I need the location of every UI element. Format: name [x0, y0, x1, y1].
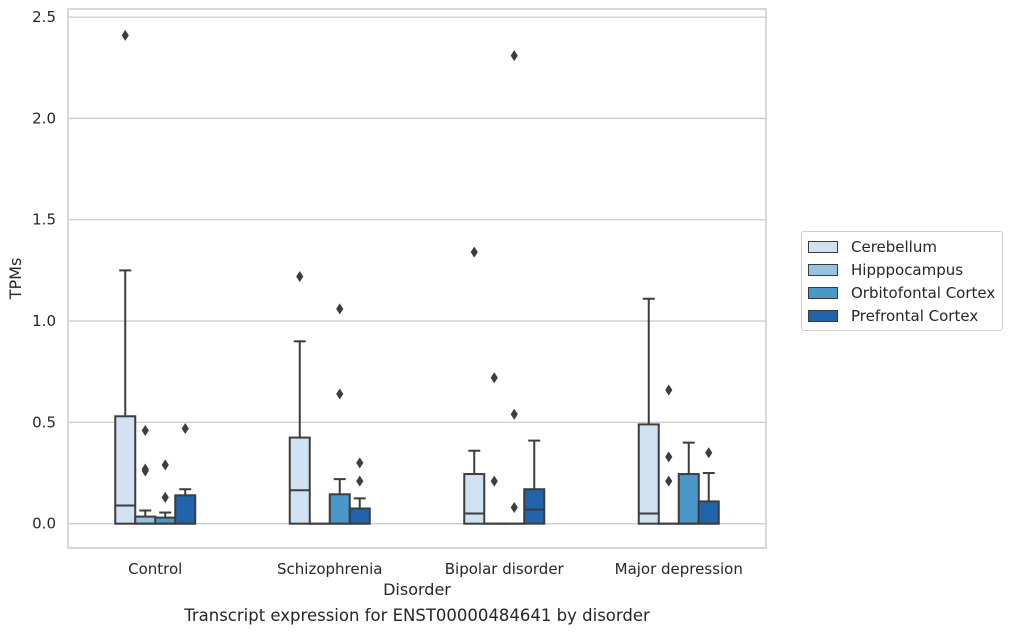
legend-label-hippocampus: Hipppocampus	[851, 260, 964, 279]
outlier-point	[665, 451, 673, 463]
legend-item-orbitofrontal-cortex: Orbitofontal Cortex	[802, 281, 1002, 304]
box-body	[134, 515, 157, 525]
box-3-1	[348, 457, 371, 525]
legend-swatch-orbitofrontal-cortex	[808, 286, 838, 299]
outlier-point	[510, 408, 518, 420]
legend-label-prefrontal-cortex: Prefrontal Cortex	[851, 306, 979, 325]
y-tick-label: 2.5	[32, 8, 56, 26]
outlier-point	[161, 459, 169, 471]
x-tick-label: Schizophrenia	[277, 560, 382, 578]
box-1-3	[657, 384, 680, 525]
outlier-point	[490, 372, 498, 384]
box-body	[523, 488, 546, 525]
box-0-1	[288, 270, 311, 525]
x-tick-labels: Control Schizophrenia Bipolar disorder Majo…	[128, 560, 743, 578]
y-tick-label: 0.5	[32, 413, 56, 431]
outlier-point	[705, 447, 713, 459]
legend: Cerebellum Hipppocampus Orbitofontal Cor…	[801, 231, 1003, 331]
outlier-point	[336, 388, 344, 400]
plot-frame	[67, 8, 767, 549]
outlier-point	[356, 475, 364, 487]
outlier-point	[141, 463, 149, 475]
box-1-0	[134, 424, 157, 525]
x-tick-label: Bipolar disorder	[445, 560, 565, 578]
x-tick-label: Major depression	[615, 560, 743, 578]
legend-swatch-prefrontal-cortex	[808, 309, 838, 322]
legend-swatch-hippocampus	[808, 263, 838, 276]
box-layer	[114, 29, 720, 525]
figure-caption: Transcript expression for ENST0000048464…	[184, 606, 650, 625]
outlier-point	[141, 424, 149, 436]
box-3-0	[174, 422, 197, 525]
box-0-3	[637, 297, 660, 525]
outlier-point	[161, 491, 169, 503]
y-tick-label: 0.0	[32, 515, 56, 533]
outlier-point	[665, 384, 673, 396]
legend-swatch-cerebellum	[808, 240, 838, 253]
y-axis-title: TPMs	[6, 258, 25, 301]
y-tick-label: 2.0	[32, 109, 56, 127]
box-2-3	[677, 441, 700, 525]
outlier-point	[296, 270, 304, 282]
legend-item-cerebellum: Cerebellum	[802, 235, 1002, 258]
outlier-point	[665, 475, 673, 487]
box-body	[288, 436, 311, 525]
box-body	[114, 415, 137, 525]
outlier-point	[181, 422, 189, 434]
outlier-point	[336, 303, 344, 315]
x-tick-label: Control	[128, 560, 182, 578]
box-3-2	[523, 439, 546, 525]
box-2-1	[328, 303, 351, 525]
box-1-2	[483, 372, 506, 525]
box-2-0	[154, 459, 177, 525]
legend-item-hippocampus: Hipppocampus	[802, 258, 1002, 281]
legend-label-cerebellum: Cerebellum	[851, 237, 937, 256]
y-tick-label: 1.0	[32, 312, 56, 330]
legend-label-orbitofrontal-cortex: Orbitofontal Cortex	[851, 283, 996, 302]
outlier-point	[121, 29, 129, 41]
box-body	[463, 473, 486, 525]
box-body	[174, 494, 197, 525]
legend-item-prefrontal-cortex: Prefrontal Cortex	[802, 304, 1002, 327]
grid-lines	[68, 16, 766, 525]
box-body	[328, 493, 351, 525]
box-body	[637, 423, 660, 525]
outlier-point	[510, 50, 518, 62]
box-0-0	[114, 29, 137, 525]
x-axis-title: Disorder	[383, 580, 451, 599]
box-body	[677, 473, 700, 525]
outlier-point	[510, 501, 518, 513]
box-body	[348, 507, 371, 525]
box-2-2	[503, 50, 526, 525]
box-body	[697, 500, 720, 525]
box-3-3	[697, 447, 720, 525]
outlier-point	[470, 246, 478, 258]
y-tick-label: 1.5	[32, 211, 56, 229]
y-tick-labels: 0.0 0.5 1.0 1.5 2.0 2.5	[32, 8, 56, 533]
outlier-point	[356, 457, 364, 469]
box-0-2	[463, 246, 486, 525]
outlier-point	[490, 475, 498, 487]
